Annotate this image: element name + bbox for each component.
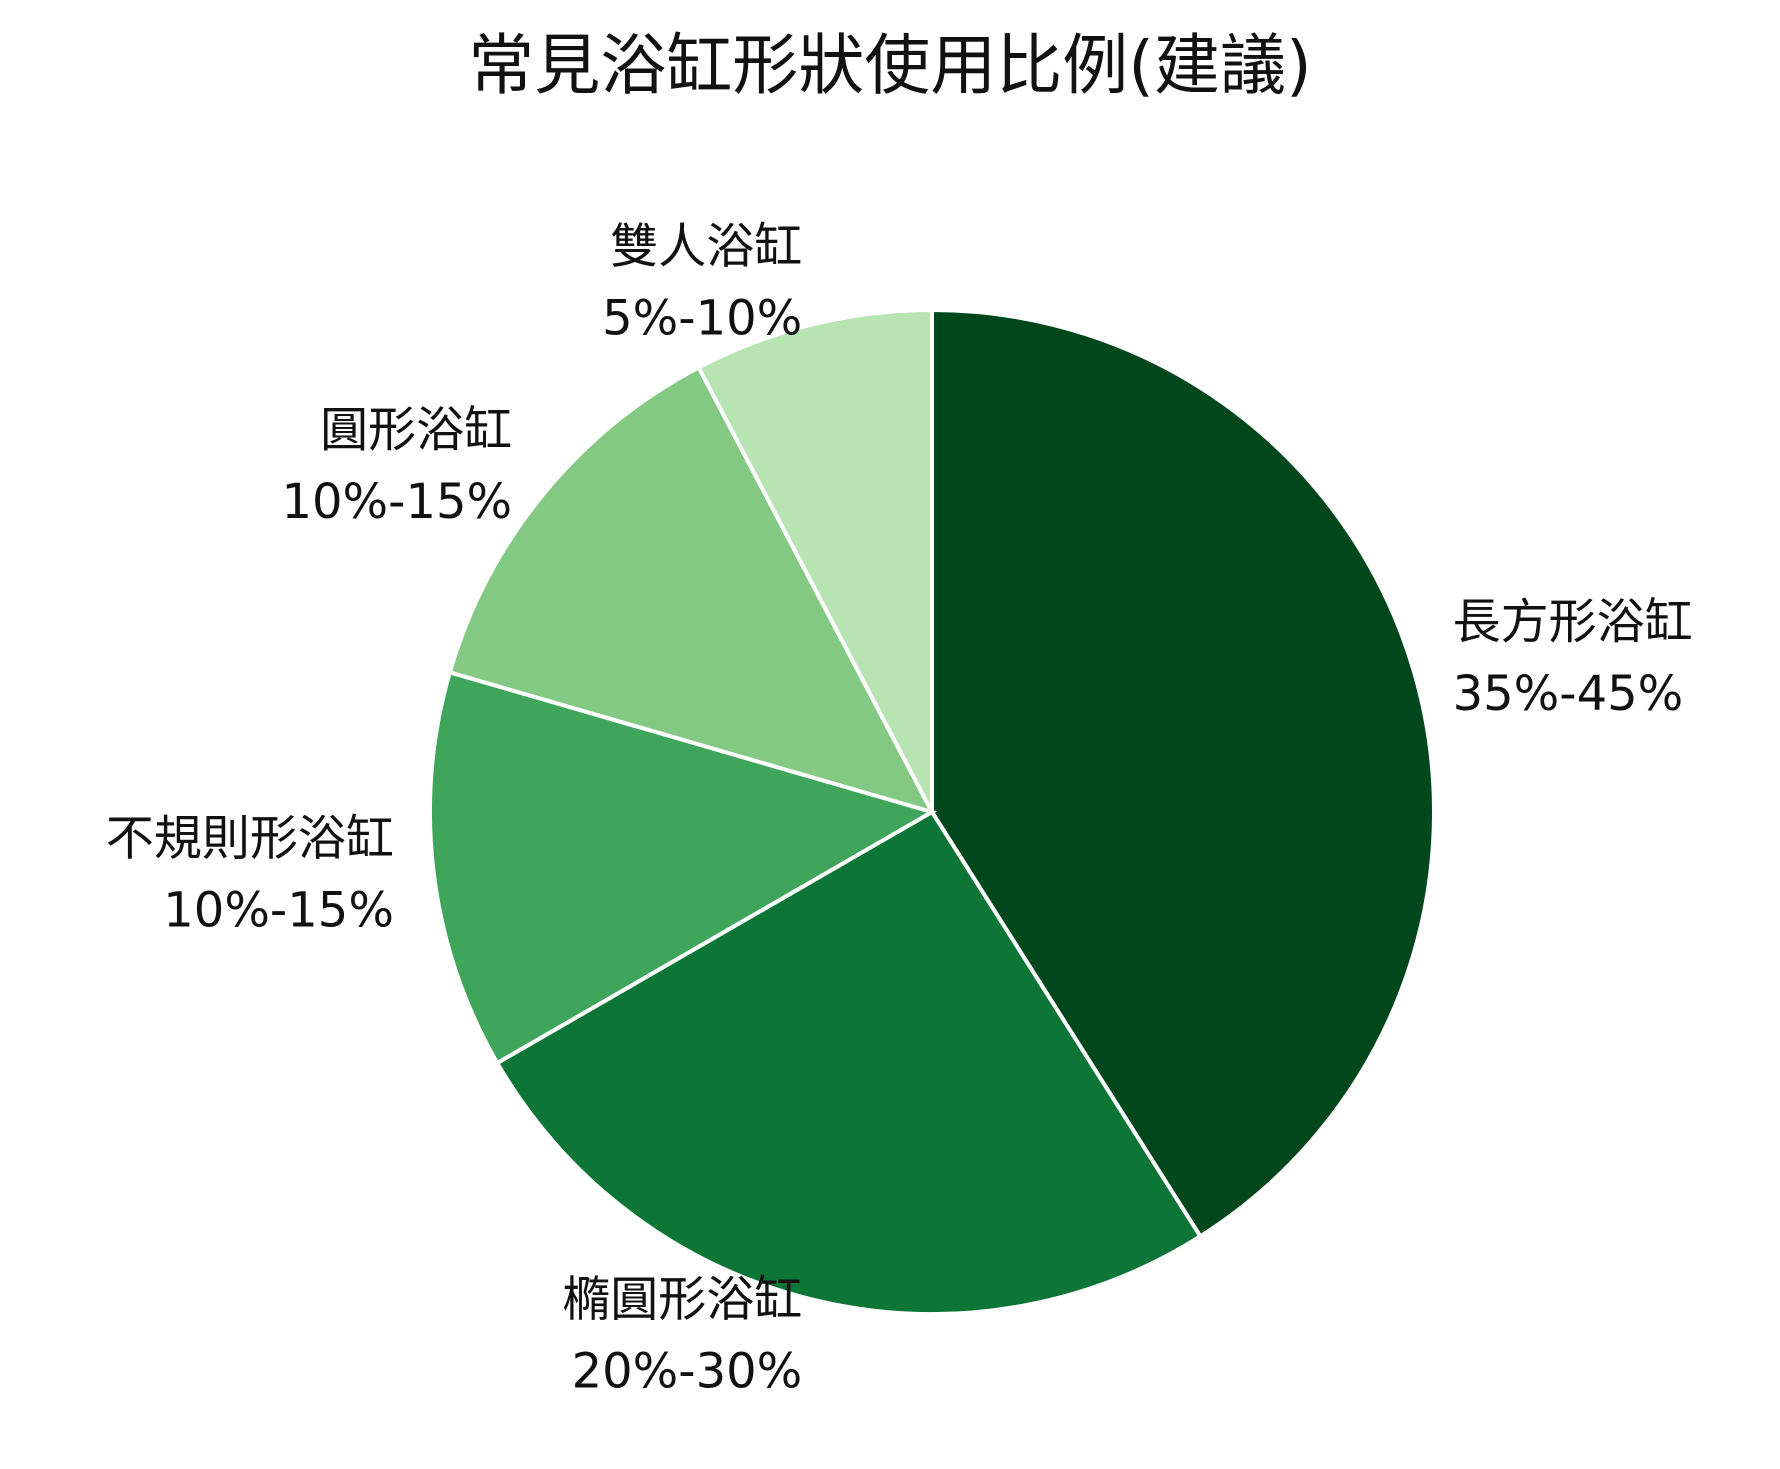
slice-label: 圓形浴缸 <box>320 402 512 458</box>
slice-value-label: 10%-15% <box>163 882 394 938</box>
chart-title: 常見浴缸形狀使用比例(建議) <box>468 27 1312 104</box>
pie-slice <box>930 307 1436 1240</box>
slice-label: 橢圓形浴缸 <box>562 1271 802 1327</box>
slice-label: 不規則形浴缸 <box>106 810 394 866</box>
slice-label: 長方形浴缸 <box>1453 594 1693 650</box>
slice-value-label: 35%-45% <box>1453 666 1684 722</box>
slice-value-label: 5%-10% <box>602 291 802 347</box>
pie-slice <box>696 307 934 813</box>
pie-slice <box>494 809 1204 1316</box>
slice-value-label: 20%-30% <box>572 1343 803 1399</box>
slice-value-label: 10%-15% <box>281 474 512 530</box>
pie-slice <box>428 669 938 1066</box>
pie-slice <box>447 364 936 816</box>
slice-label: 雙人浴缸 <box>610 219 802 275</box>
